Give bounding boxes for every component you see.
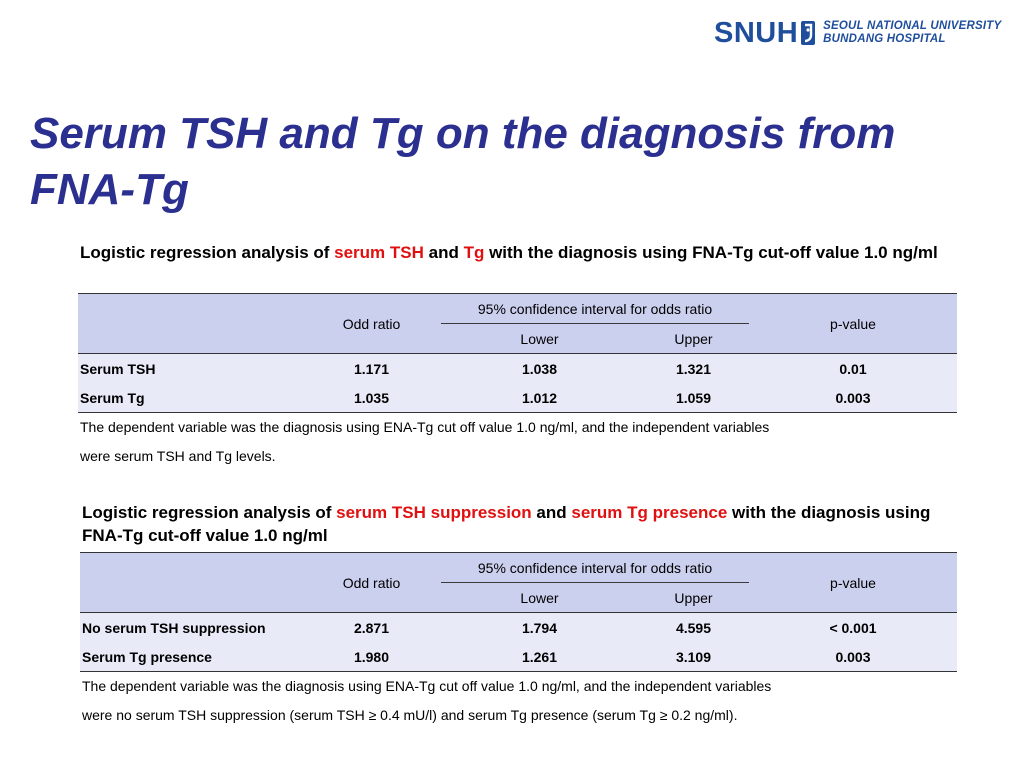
- header-odd-ratio: Odd ratio: [302, 293, 441, 354]
- lower-cell: 1.038: [441, 353, 638, 383]
- table-row: No serum TSH suppression 2.871 1.794 4.5…: [80, 612, 957, 642]
- logo-text-line2: BUNDANG HOSPITAL: [823, 33, 946, 45]
- odd-ratio-cell: 1.171: [302, 353, 441, 383]
- header-p-value: p-value: [749, 293, 957, 354]
- lower-cell: 1.012: [441, 383, 638, 413]
- upper-cell: 1.321: [638, 353, 749, 383]
- caption-highlight: Tg: [463, 243, 485, 262]
- logo-mark: SNUH: [714, 17, 799, 49]
- logo-text-line1: SEOUL NATIONAL UNIVERSITY: [823, 20, 1002, 32]
- header-lower: Lower: [520, 330, 559, 347]
- header-confidence-interval: 95% confidence interval for odds ratio: [441, 552, 749, 583]
- row-label: Serum Tg presence: [80, 642, 302, 672]
- slide-title: Serum TSH and Tg on the diagnosis from F…: [30, 109, 896, 214]
- header-lower: Lower: [520, 589, 559, 606]
- caption-text: and: [531, 503, 572, 522]
- table-footnote-line: were no serum TSH suppression (serum TSH…: [80, 701, 957, 730]
- header-confidence-interval: 95% confidence interval for odds ratio: [441, 293, 749, 324]
- table1-caption: Logistic regression analysis of serum TS…: [80, 241, 960, 264]
- table-row: Serum Tg presence 1.980 1.261 3.109 0.00…: [80, 642, 957, 672]
- caption-highlight: serum TSH: [334, 243, 424, 262]
- row-label: No serum TSH suppression: [80, 612, 302, 642]
- p-value-cell: 0.003: [749, 383, 957, 413]
- logo-text: SEOUL NATIONAL UNIVERSITY BUNDANG HOSPIT…: [823, 20, 1001, 46]
- logo-emblem-icon: [801, 21, 816, 45]
- p-value-cell: 0.01: [749, 353, 957, 383]
- upper-cell: 1.059: [638, 383, 749, 413]
- odd-ratio-cell: 1.035: [302, 383, 441, 413]
- hospital-logo: SNUH SEOUL NATIONAL UNIVERSITY BUNDANG H…: [714, 16, 1001, 50]
- upper-cell: 4.595: [638, 612, 749, 642]
- caption-highlight: serum Tg presence: [571, 503, 728, 522]
- caption-text: Logistic regression analysis of: [82, 503, 337, 522]
- row-label: Serum TSH: [78, 353, 302, 383]
- p-value-cell: 0.003: [749, 642, 957, 672]
- upper-cell: 3.109: [638, 642, 749, 672]
- header-upper: Upper: [674, 330, 713, 347]
- header-blank: [80, 552, 302, 613]
- odd-ratio-cell: 2.871: [302, 612, 441, 642]
- caption-text: with the diagnosis using FNA-Tg cut-off …: [82, 503, 931, 545]
- caption-highlight: serum TSH suppression: [336, 503, 532, 522]
- regression-table-1: Odd ratio 95% confidence interval for od…: [78, 293, 957, 471]
- row-label: Serum Tg: [78, 383, 302, 413]
- caption-text: with the diagnosis using FNA-Tg cut-off …: [484, 243, 938, 262]
- regression-table-2: Odd ratio 95% confidence interval for od…: [80, 552, 957, 730]
- table-row: Serum TSH 1.171 1.038 1.321 0.01: [78, 353, 957, 383]
- header-blank: [78, 293, 302, 354]
- p-value-cell: < 0.001: [749, 612, 957, 642]
- odd-ratio-cell: 1.980: [302, 642, 441, 672]
- table-row: Serum Tg 1.035 1.012 1.059 0.003: [78, 383, 957, 413]
- lower-cell: 1.261: [441, 642, 638, 672]
- header-upper: Upper: [674, 589, 713, 606]
- caption-text: and: [423, 243, 464, 262]
- table-footnote-line: The dependent variable was the diagnosis…: [80, 671, 957, 701]
- table-footnote-line: were serum TSH and Tg levels.: [78, 442, 957, 471]
- table-footnote-line: The dependent variable was the diagnosis…: [78, 412, 957, 442]
- header-odd-ratio: Odd ratio: [302, 552, 441, 613]
- header-p-value: p-value: [749, 552, 957, 613]
- table2-caption: Logistic regression analysis of serum TS…: [82, 501, 952, 547]
- caption-text: Logistic regression analysis of: [80, 243, 335, 262]
- lower-cell: 1.794: [441, 612, 638, 642]
